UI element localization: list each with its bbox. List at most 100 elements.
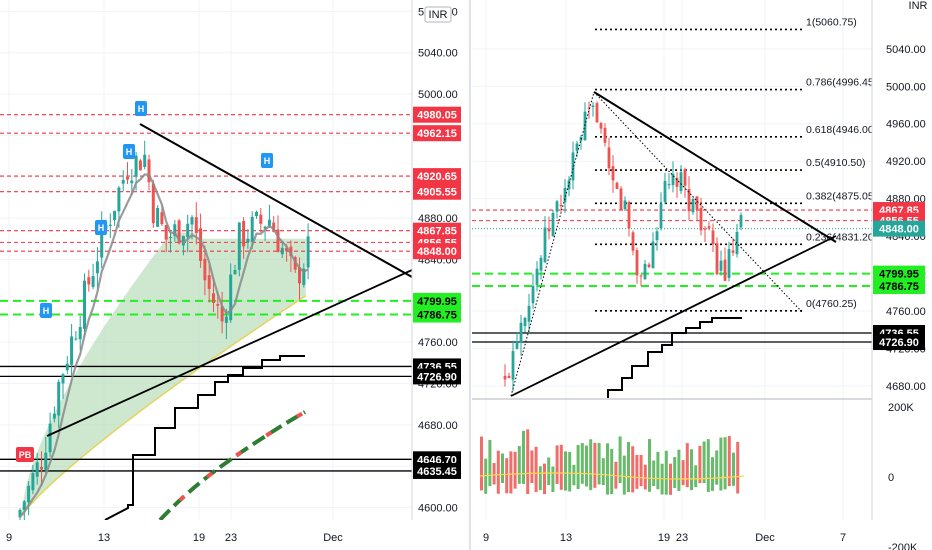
right-volume-bar (702, 441, 706, 477)
right-candle (591, 105, 595, 107)
right-candle (715, 243, 719, 275)
right-candle (539, 257, 543, 271)
left-candle (65, 363, 69, 371)
right-volume-bar-neg (669, 477, 672, 495)
right-x-tick-label: 23 (676, 532, 688, 544)
left-candle (143, 154, 147, 167)
left-candle (285, 247, 289, 252)
left-candle (18, 509, 22, 518)
left-y-tick-label: 4600.00 (418, 503, 458, 515)
right-candle (587, 107, 591, 109)
right-volume-bar-neg (534, 477, 538, 493)
right-fib-label: 0.786(4996.45) (806, 77, 877, 89)
left-candle (164, 224, 168, 240)
right-volume-bar-neg (652, 477, 656, 487)
left-marker-bg (135, 101, 147, 116)
right-volume-bar-neg (643, 477, 647, 490)
right-volume-bar (538, 466, 542, 477)
left-candle (44, 452, 48, 470)
right-y-tick-label: 4960.00 (886, 119, 926, 131)
right-volume-bar-neg (606, 477, 609, 495)
right-candle (703, 228, 707, 230)
left-price-tag-bg (413, 243, 461, 260)
right-volume-bar (589, 439, 593, 477)
right-volume-bar-neg (732, 477, 735, 486)
left-candle (22, 501, 26, 510)
right-candle (679, 172, 683, 192)
right-candle (647, 264, 651, 268)
right-volume-bar (723, 437, 727, 477)
right-volume-bar-neg (572, 477, 576, 486)
left-price-tag-bg (413, 292, 461, 309)
right-price-tags: 4867.854856.554848.004799.954786.754736.… (873, 202, 925, 351)
left-price-axis[interactable]: 5080.005040.005000.004960.004920.004880.… (411, 0, 470, 550)
right-volume-bar (652, 460, 656, 477)
left-trendline-upper (139, 123, 413, 278)
right-candle (739, 215, 743, 228)
left-x-tick-label: 19 (193, 532, 205, 544)
right-volume-bar-neg (723, 477, 727, 490)
right-price-axis[interactable]: 5040.005000.004960.004920.004880.004840.… (871, 0, 932, 550)
left-candle (100, 223, 104, 258)
right-candle (691, 198, 695, 213)
right-volume-tick-label: -200K (888, 542, 918, 550)
right-volume-bar-neg (706, 477, 710, 492)
right-candle (603, 127, 607, 143)
right-volume-bar (635, 454, 639, 477)
left-marker-label: H (138, 104, 145, 114)
left-y-tick-label: 5040.00 (418, 48, 458, 60)
right-volume-bar (534, 446, 538, 477)
right-volume-bar (543, 463, 546, 477)
right-chart-panel[interactable]: 1(5060.75) 0.786(4996.45) 0.618(4946.00) 0.… (472, 0, 932, 550)
left-candle (224, 316, 228, 323)
left-candle (35, 462, 39, 477)
left-chart-panel[interactable]: H H H H H PB 9 13 19 23 Dec (0, 0, 413, 550)
right-volume-bar-neg (639, 477, 643, 487)
left-currency-label: INR (429, 9, 448, 21)
right-volume-bar (639, 454, 643, 477)
right-candle (555, 201, 559, 212)
right-x-tick-label: 19 (658, 532, 670, 544)
right-volume-bar-neg (685, 477, 689, 488)
left-candle (203, 258, 207, 281)
left-moving-average (19, 173, 309, 517)
right-candle (687, 188, 691, 212)
right-volume-bar (681, 460, 685, 477)
left-price-tag-bg (413, 125, 461, 142)
right-candle (711, 230, 715, 245)
left-time-axis[interactable]: 9 13 19 23 Dec (6, 532, 343, 544)
left-price-tag: 4726.90 (417, 371, 457, 383)
left-price-tag: 4962.15 (417, 128, 457, 140)
right-volume-bar-neg (580, 477, 584, 484)
right-volume-bar-neg (551, 477, 555, 493)
right-volume-bar-neg (513, 477, 517, 489)
right-volume-bar (618, 436, 622, 477)
left-candle (181, 236, 185, 246)
right-volume-bar (576, 445, 580, 477)
left-candle (233, 270, 237, 275)
left-candle (229, 274, 233, 321)
left-candle (289, 246, 293, 257)
right-volume-bar (513, 451, 517, 477)
left-marker-label: H (126, 147, 133, 157)
left-candle (91, 276, 95, 288)
right-candle (719, 260, 723, 271)
left-candle (220, 306, 224, 322)
right-volume-bar-neg (543, 477, 546, 495)
right-volume-bar-neg (622, 477, 626, 495)
right-candle (659, 203, 663, 229)
right-volume-bar (517, 445, 521, 477)
right-volume-bar (664, 450, 668, 477)
right-volume-bar-neg (635, 477, 639, 489)
right-candle (503, 375, 507, 380)
right-x-tick-label: 7 (840, 532, 846, 544)
right-time-axis[interactable]: 9 13 19 23 Dec 7 (483, 532, 846, 544)
right-candle (639, 275, 643, 277)
left-candle (246, 238, 250, 243)
right-fib-label: 1(5060.75) (806, 16, 857, 28)
right-volume-bar-neg (677, 477, 681, 492)
left-candle (151, 183, 155, 224)
right-step-line (607, 317, 742, 398)
left-price-tag-bg (413, 168, 461, 185)
